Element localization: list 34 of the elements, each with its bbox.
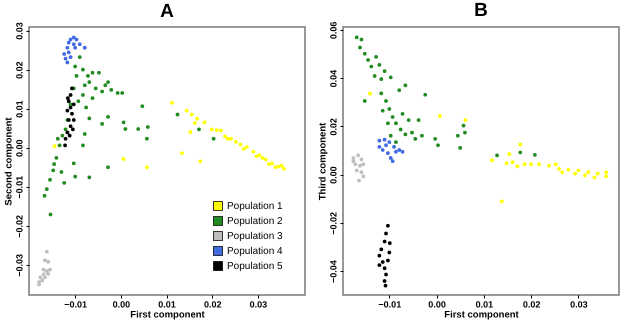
y-tick-label: 0.00 xyxy=(328,166,338,184)
x-tick-label: 0.02 xyxy=(522,300,540,310)
legend-label: Population 1 xyxy=(227,201,284,212)
y-tick-label: 0.01 xyxy=(14,100,24,118)
y-tick-label: 0.06 xyxy=(328,22,338,40)
y-tick-label: −0.02 xyxy=(14,214,24,238)
x-tick-label: 0.03 xyxy=(570,300,588,310)
x-tick-label: 0.01 xyxy=(476,300,494,310)
y-tick-label: −0.04 xyxy=(328,260,338,284)
legend-label: Population 2 xyxy=(227,216,284,227)
x-tick-label: 0.02 xyxy=(204,300,222,310)
chart-title: A xyxy=(160,0,174,22)
x-tick-label: 0.00 xyxy=(112,300,130,310)
y-tick-label: 0.02 xyxy=(328,118,338,136)
legend-label: Population 4 xyxy=(227,246,284,257)
y-tick-label: 0.00 xyxy=(14,139,24,157)
x-axis-title: First component xyxy=(130,310,206,320)
x-tick-label: −0.01 xyxy=(378,300,402,310)
x-tick-label: −0.01 xyxy=(64,300,88,310)
chart-title: B xyxy=(474,0,488,22)
y-tick-label: 0.04 xyxy=(328,70,338,88)
y-axis-title: Third component xyxy=(318,122,328,200)
x-tick-label: 0.00 xyxy=(428,300,446,310)
y-tick-label: 0.03 xyxy=(14,22,24,40)
y-tick-label: −0.03 xyxy=(14,254,24,277)
y-tick-label: −0.02 xyxy=(328,212,338,235)
x-tick-label: 0.01 xyxy=(158,300,176,310)
y-tick-label: 0.02 xyxy=(14,61,24,79)
y-axis-title: Second component xyxy=(4,116,14,206)
x-tick-label: 0.03 xyxy=(250,300,268,310)
legend-label: Population 5 xyxy=(227,261,284,272)
legend-label: Population 3 xyxy=(227,231,284,242)
x-axis-title: First component xyxy=(444,310,520,320)
y-tick-label: −0.01 xyxy=(14,176,24,199)
